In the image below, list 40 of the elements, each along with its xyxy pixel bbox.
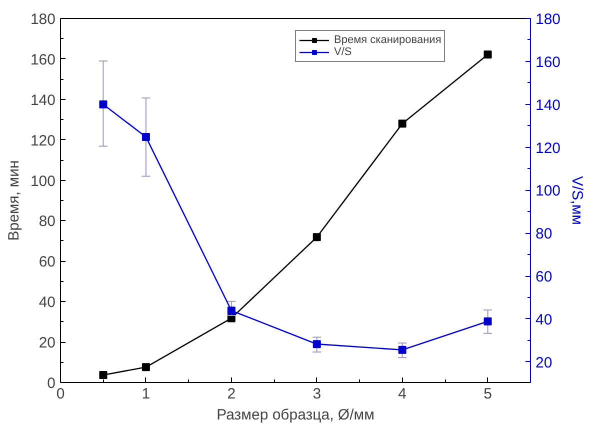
y2-tick-label: 80 [536,226,552,243]
y2-tick-label: 140 [536,96,561,114]
y-tick-label: 100 [30,172,56,190]
x-tick-label: 4 [398,386,406,402]
legend-label: V/S [334,46,353,58]
y2-tick-label: 100 [536,182,561,200]
x-tick-label: 3 [312,386,322,402]
y2-tick-label: 180 [536,11,561,28]
x-tick-label: 5 [484,386,492,402]
point [484,317,492,326]
x-tick-label: 1 [142,386,150,402]
y-tick-label: 40 [38,294,56,312]
y2-tick-label: 20 [536,354,552,372]
y2-tick-label: 60 [536,268,552,286]
point [142,132,150,141]
y2-axis-title: V/S,мм [568,176,586,225]
y-tick-label: 60 [38,254,56,271]
y2-tick-label: 40 [536,311,552,328]
y2-tick-label: 160 [536,54,561,71]
x-axis-title: Размер образца, Ø/мм [216,406,374,424]
y-tick-label: 80 [38,213,56,230]
y-tick-label: 140 [30,92,56,109]
y2-tick-label: 120 [536,140,561,157]
y-tick-label: 180 [30,11,56,28]
y-tick-label: 120 [30,132,56,150]
legend-label: Время сканирования [334,34,442,46]
point [484,50,492,58]
point [312,340,321,348]
y-tick-label: 0 [47,375,56,392]
y-axis-title: Время, мин [5,160,22,241]
point [99,371,108,380]
point [312,233,321,242]
y-tick-label: 160 [30,51,56,68]
point [398,120,406,128]
point [142,363,150,372]
point [227,306,236,315]
y-tick-label: 20 [38,334,56,352]
x-tick-label: 2 [227,386,236,402]
point [398,346,406,354]
point [99,100,108,108]
